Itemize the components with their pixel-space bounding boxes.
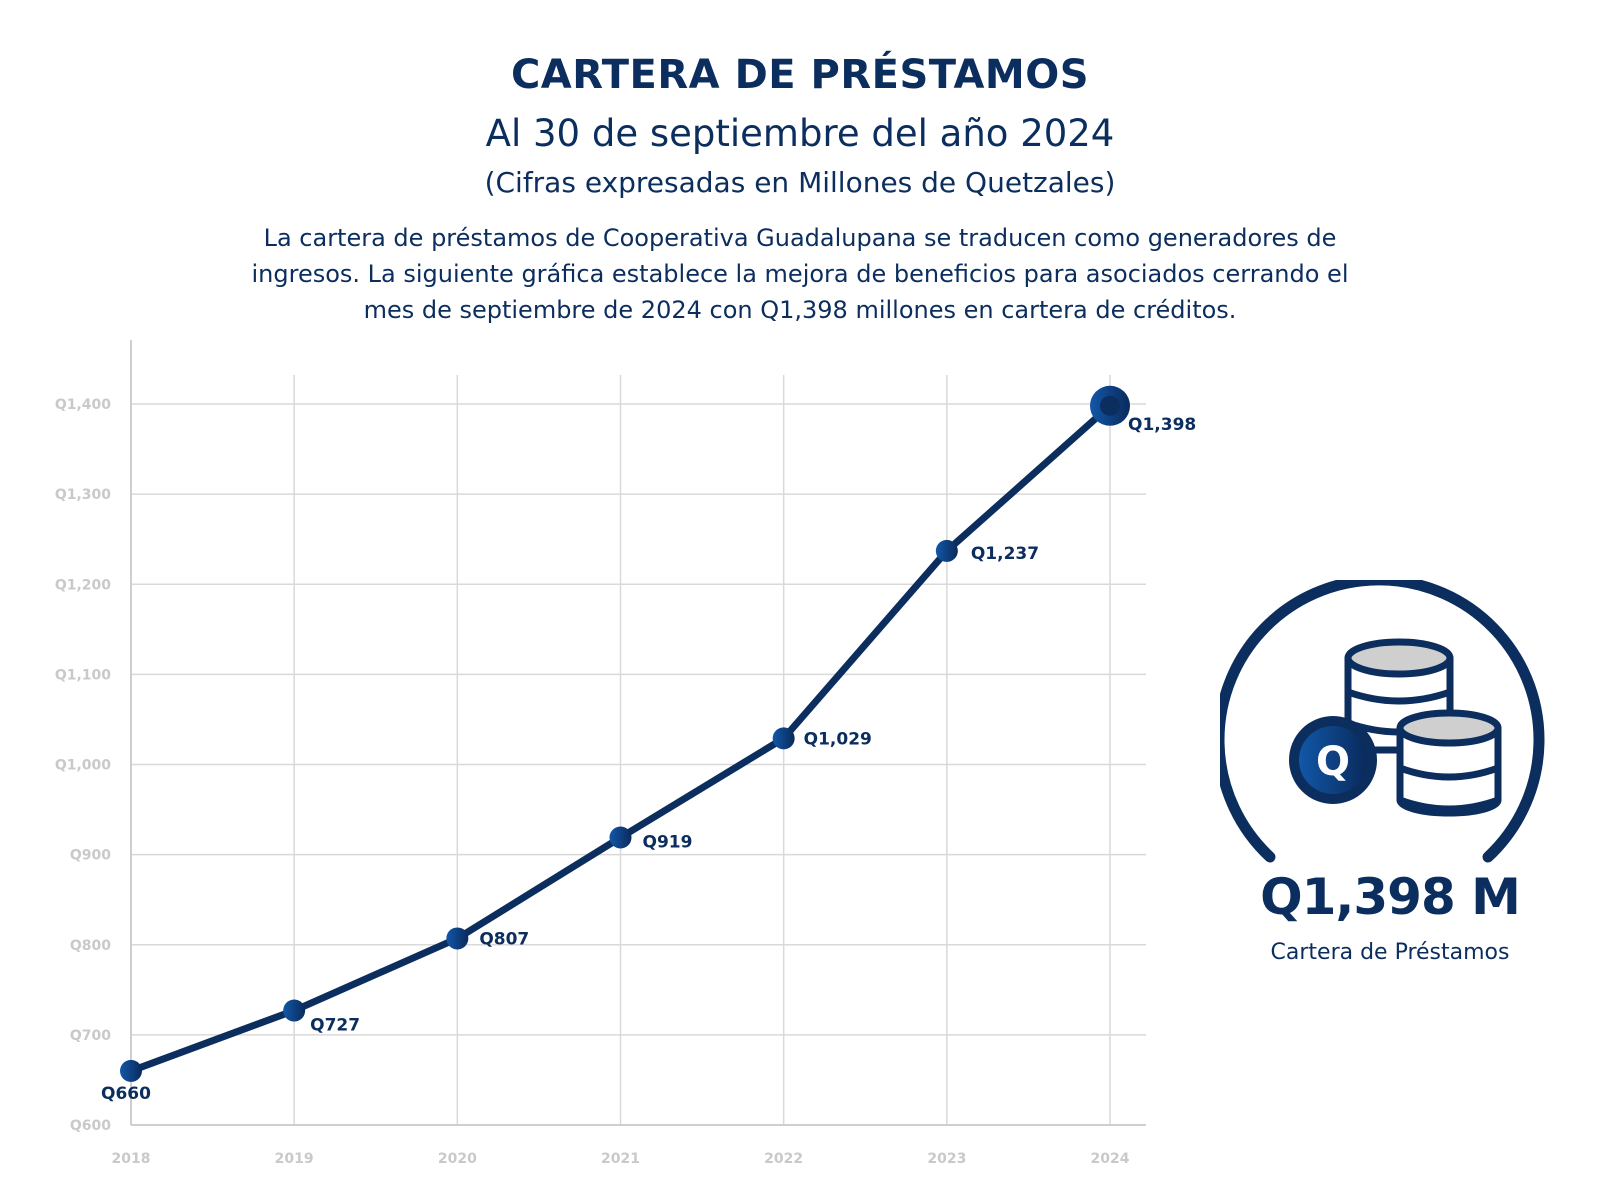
data-point bbox=[935, 539, 958, 562]
coin-letter: Q bbox=[1316, 739, 1350, 785]
coins-stack-icon: Q bbox=[1213, 574, 1545, 863]
grid bbox=[131, 375, 1146, 1125]
x-tick-label: 2018 bbox=[112, 1151, 151, 1167]
data-point bbox=[120, 1059, 142, 1082]
data-point bbox=[283, 999, 306, 1022]
y-tick-label: Q1,100 bbox=[55, 667, 111, 683]
description-line: ingresos. La siguiente gráfica establece… bbox=[251, 260, 1349, 288]
data-label: Q727 bbox=[310, 1016, 360, 1036]
kpi-card: Q Q1,398 M Cartera de Préstamos bbox=[1213, 574, 1560, 980]
data-point-highlight-core bbox=[1100, 395, 1120, 416]
data-point bbox=[609, 826, 632, 849]
data-point bbox=[772, 727, 795, 750]
description-line: La cartera de préstamos de Cooperativa G… bbox=[263, 224, 1337, 252]
x-tick-label: 2024 bbox=[1091, 1151, 1130, 1167]
coin-stack-front bbox=[1396, 709, 1502, 817]
x-tick-label: 2022 bbox=[764, 1151, 803, 1167]
x-tick-label: 2023 bbox=[927, 1151, 966, 1167]
y-tick-label: Q1,200 bbox=[55, 577, 111, 593]
description: La cartera de préstamos de Cooperativa G… bbox=[150, 220, 1450, 328]
y-tick-label: Q700 bbox=[70, 1028, 111, 1044]
data-label: Q660 bbox=[101, 1084, 151, 1104]
x-tick-label: 2020 bbox=[438, 1151, 477, 1167]
kpi-label: Cartera de Préstamos bbox=[1270, 940, 1510, 965]
data-label: Q1,029 bbox=[804, 729, 872, 749]
data-label: Q807 bbox=[479, 929, 529, 949]
data-label: Q1,237 bbox=[971, 544, 1039, 564]
page-subtitle: Al 30 de septiembre del año 2024 bbox=[485, 112, 1115, 155]
data-labels: Q660 Q727 Q807 Q919 Q1,029 Q1,237 Q1,398 bbox=[101, 415, 1196, 1104]
data-label: Q1,398 bbox=[1128, 415, 1196, 435]
y-tick-label: Q800 bbox=[70, 938, 111, 954]
quetzal-coin-icon: Q bbox=[1289, 716, 1377, 804]
description-line: mes de septiembre de 2024 con Q1,398 mil… bbox=[363, 296, 1237, 324]
data-points bbox=[120, 385, 1130, 1082]
arc-gauge bbox=[1213, 574, 1545, 863]
y-tick-label: Q1,000 bbox=[55, 758, 111, 774]
y-tick-label: Q1,400 bbox=[55, 397, 111, 413]
axes: Q600 Q700 Q800 Q900 Q1,000 Q1,100 Q1,200 Q1,300… bbox=[55, 340, 1146, 1167]
y-tick-label: Q600 bbox=[70, 1118, 111, 1134]
page-title: CARTERA DE PRÉSTAMOS bbox=[510, 52, 1090, 98]
x-tick-label: 2019 bbox=[275, 1151, 314, 1167]
y-tick-label: Q1,300 bbox=[55, 487, 111, 503]
units-note: (Cifras expresadas en Millones de Quetza… bbox=[484, 166, 1116, 199]
data-point bbox=[446, 927, 469, 950]
kpi-value: Q1,398 M bbox=[1260, 868, 1521, 926]
y-tick-label: Q900 bbox=[70, 848, 111, 864]
data-label: Q919 bbox=[643, 833, 693, 853]
x-tick-label: 2021 bbox=[601, 1151, 640, 1167]
